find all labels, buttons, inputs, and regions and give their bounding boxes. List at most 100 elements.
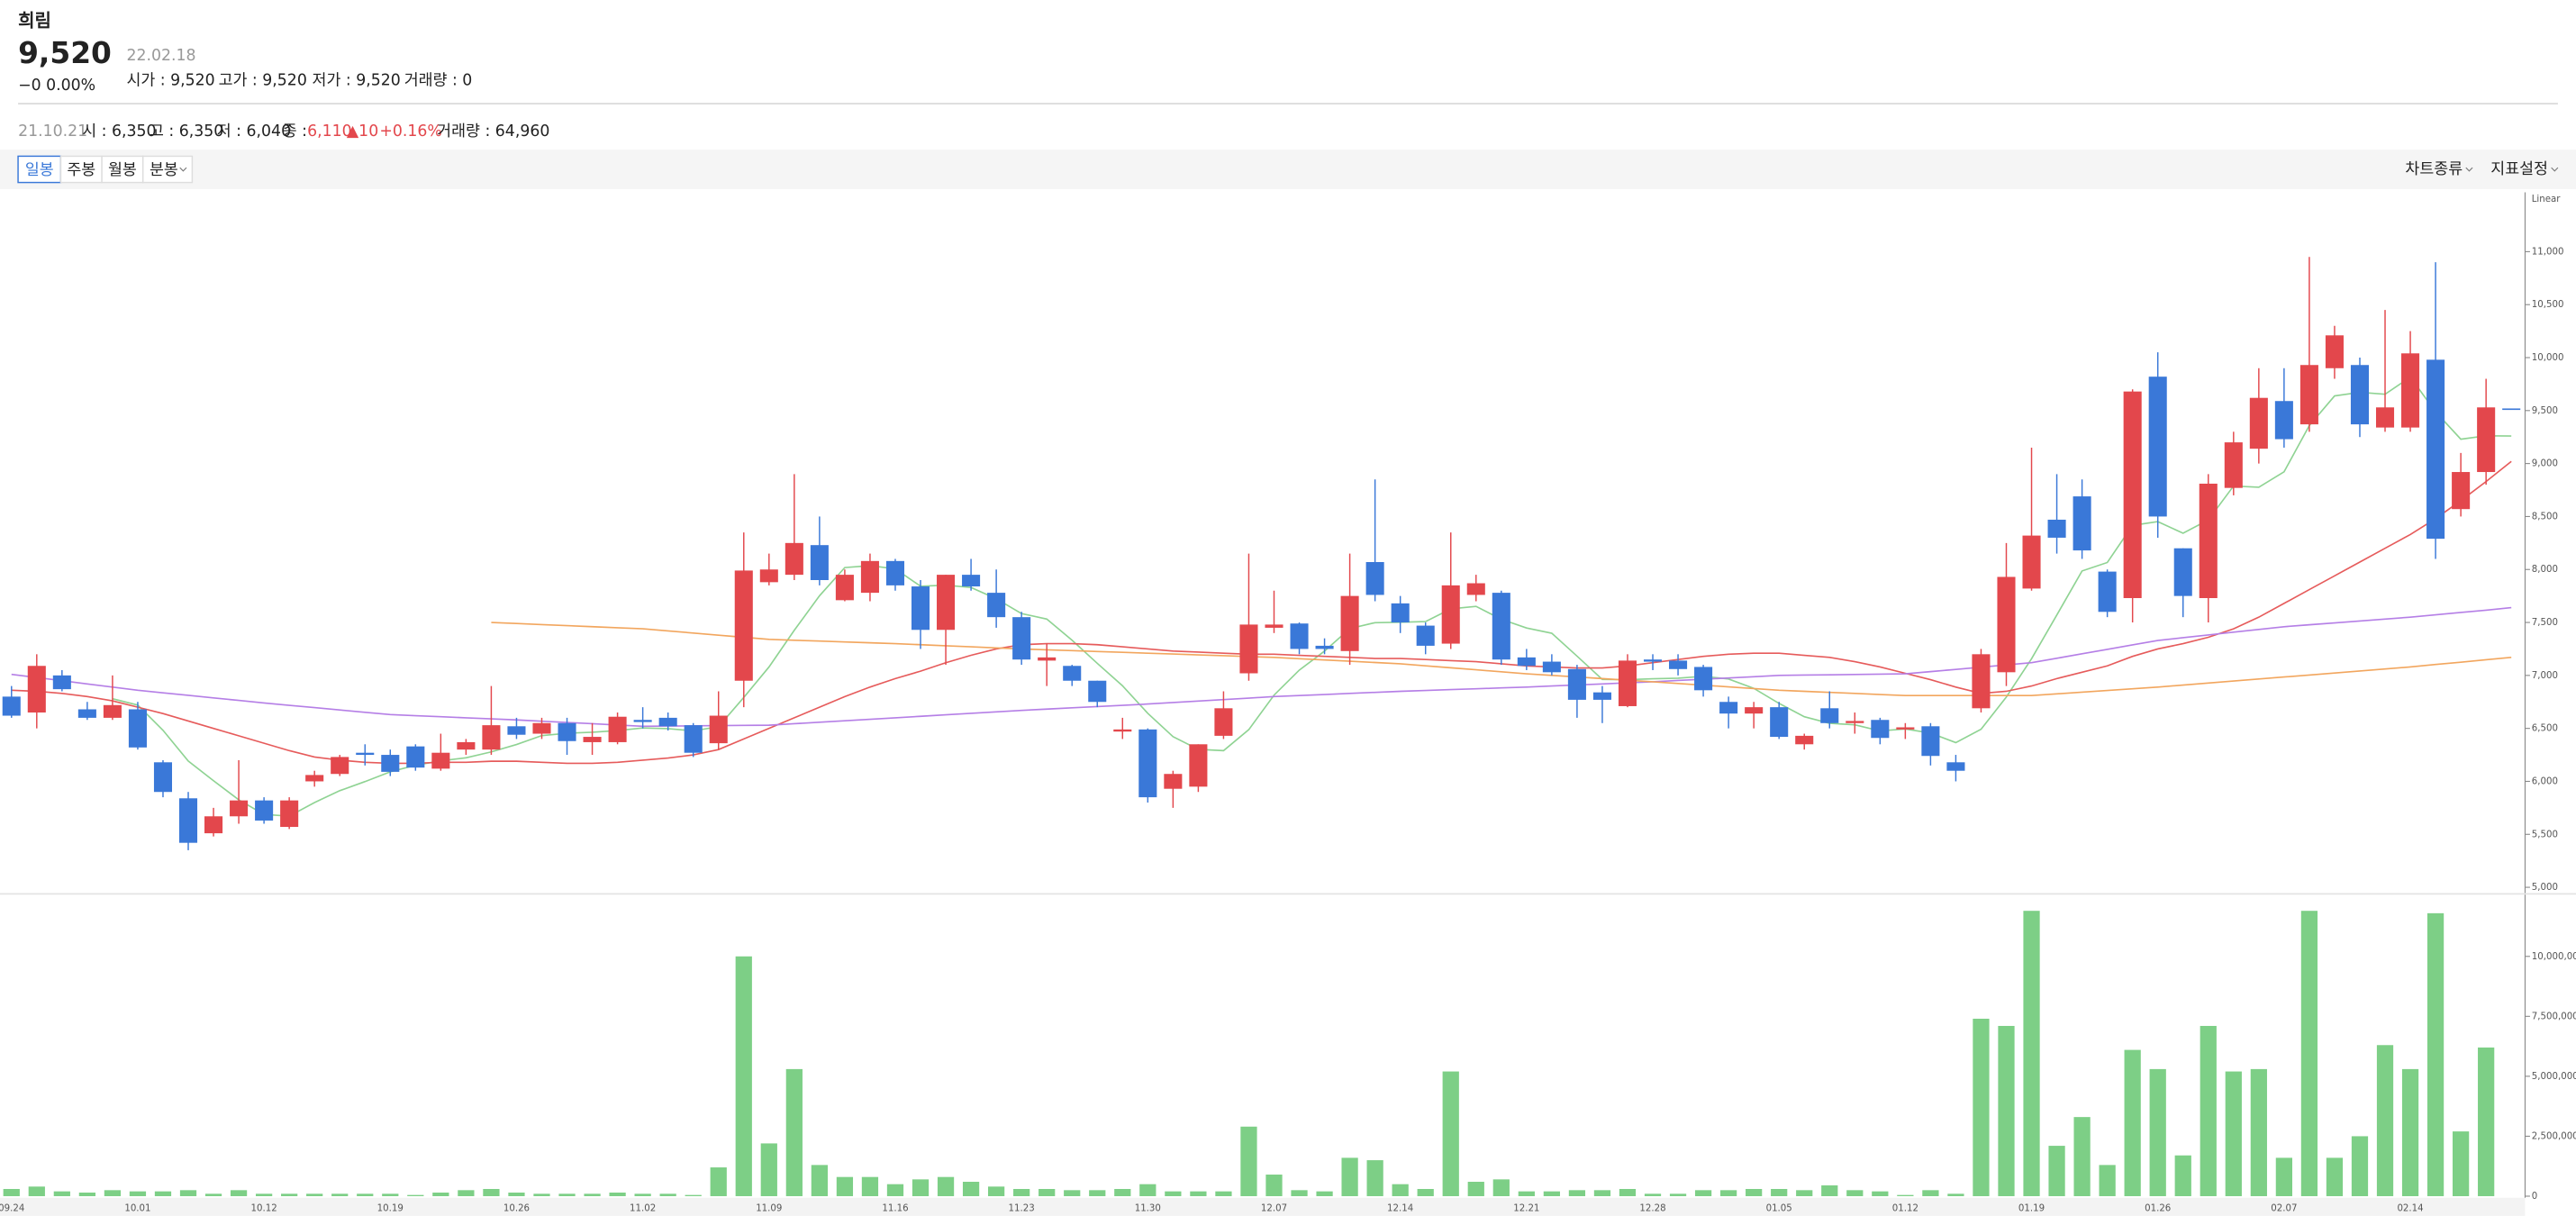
candle-body	[1997, 576, 2016, 673]
candle-body	[1871, 720, 1890, 739]
volume-bar	[53, 1191, 70, 1196]
period-label[interactable]: 주봉	[67, 161, 95, 179]
period-button[interactable]	[141, 155, 194, 184]
volume-bar	[483, 1188, 500, 1196]
menu-button[interactable]: 차트종류	[2405, 160, 2463, 178]
x-tick-label: 02.07	[2271, 1204, 2297, 1214]
candle-body	[658, 717, 677, 727]
y-tick-label: 6,500	[2532, 724, 2558, 734]
volume-bar	[1518, 1191, 1535, 1196]
volume-bar	[2225, 1071, 2242, 1196]
candle-body	[1214, 708, 1233, 736]
volume-bar	[659, 1193, 676, 1196]
volume-bar	[2453, 1131, 2470, 1196]
candle-body	[1669, 660, 1688, 669]
candle-body	[1113, 729, 1132, 732]
info-volume: 거래량 : 64,960	[437, 123, 549, 141]
volume-bar	[2023, 911, 2040, 1196]
candle-body	[1315, 645, 1334, 649]
volume-bar	[685, 1194, 702, 1196]
volume-bar	[1366, 1160, 1383, 1196]
candle-body	[1567, 668, 1586, 700]
x-tick-label: 01.12	[1892, 1204, 1918, 1214]
candle-body	[52, 675, 71, 690]
candle-body	[2148, 377, 2167, 517]
period-label[interactable]: 월봉	[108, 161, 137, 179]
candle-body	[1542, 661, 1561, 673]
stock-name: 희림	[18, 9, 51, 31]
volume-bar	[1417, 1188, 1434, 1196]
y-tick-label: 10,000,000	[2532, 952, 2576, 962]
volume-bar	[533, 1193, 550, 1196]
menu-button[interactable]: 지표설정	[2490, 160, 2548, 178]
volume-bar	[1316, 1191, 1333, 1196]
candle-body	[1340, 595, 1359, 651]
candle-body	[2123, 391, 2142, 598]
period-button[interactable]	[59, 155, 103, 184]
volume-bar	[382, 1193, 399, 1196]
x-tick-label: 12.14	[1387, 1204, 1413, 1214]
volume-bar	[760, 1143, 777, 1196]
candle-body	[633, 720, 652, 722]
candle-body	[1164, 774, 1183, 789]
quote-stat: 시가 : 9,520	[126, 72, 214, 90]
x-tick-label: 12.21	[1513, 1204, 1539, 1214]
volume-bar	[811, 1165, 828, 1196]
volume-bar	[1619, 1188, 1637, 1196]
volume-bar	[1089, 1190, 1106, 1196]
candle-body	[2325, 335, 2344, 368]
period-button[interactable]	[101, 155, 144, 184]
x-tick-label: 09.24	[0, 1204, 24, 1214]
quote-stat: 거래량 : 0	[404, 72, 473, 90]
info-change: ▲10	[347, 123, 378, 141]
candle-body	[558, 722, 576, 741]
x-tick-label: 11.09	[756, 1204, 782, 1214]
period-label[interactable]: 일봉	[25, 161, 54, 179]
info-item: 저 : 6,040	[217, 123, 291, 141]
info-close-label: 종 :	[283, 123, 307, 141]
volume-bar	[1215, 1191, 1232, 1196]
candle-body	[1441, 585, 1460, 644]
candle-body	[2477, 407, 2496, 473]
volume-bar	[1240, 1126, 1257, 1196]
candle-body	[204, 816, 223, 834]
candle-body	[1946, 762, 1965, 771]
candle-body	[2452, 472, 2471, 510]
candle-body	[356, 752, 375, 756]
volume-bar	[306, 1193, 323, 1196]
volume-bar	[2174, 1155, 2191, 1196]
volume-bar	[78, 1192, 95, 1196]
candle-body	[381, 755, 400, 772]
candle-body	[406, 746, 425, 768]
x-tick-label: 12.28	[1639, 1204, 1665, 1214]
volume-bar	[432, 1192, 449, 1196]
volume-bar	[2250, 1068, 2267, 1196]
volume-bar	[987, 1186, 1005, 1196]
volume-bar	[2376, 1045, 2394, 1196]
volume-bar	[104, 1190, 122, 1196]
quote-date: 22.02.18	[126, 47, 195, 65]
volume-bar	[861, 1176, 879, 1196]
candle-body	[785, 542, 803, 576]
volume-bar	[508, 1192, 525, 1196]
moving-average-line	[491, 622, 2512, 697]
candle-body	[2249, 397, 2268, 449]
volume-bar	[255, 1193, 273, 1196]
chevron	[2465, 167, 2473, 172]
candle-body	[1038, 657, 1057, 661]
x-tick-label: 10.26	[503, 1204, 530, 1214]
info-item: 고 : 6,350	[150, 123, 223, 141]
period-label[interactable]: 분봉	[150, 161, 178, 179]
volume-bar	[281, 1193, 298, 1196]
price-change: −0 0.00%	[18, 77, 95, 95]
candle-body	[305, 775, 324, 782]
candle-body	[1088, 680, 1107, 703]
candle-body	[937, 575, 956, 631]
candle-body	[178, 798, 198, 843]
x-axis-strip	[0, 1197, 2526, 1216]
volume-bar	[2048, 1146, 2065, 1196]
volume-bar	[2099, 1165, 2116, 1196]
moving-average-line	[112, 376, 2512, 817]
candle-body	[759, 569, 778, 583]
volume-bar	[2351, 1136, 2369, 1196]
